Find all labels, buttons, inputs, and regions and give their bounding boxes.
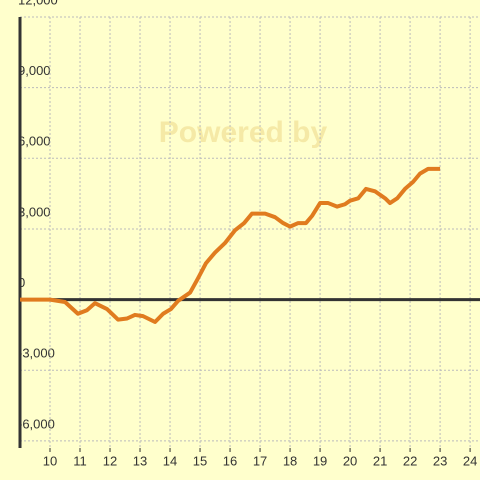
x-tick-label: 16 [223,453,237,468]
x-tick-label: 12 [103,453,117,468]
x-tick-label: 20 [343,453,357,468]
x-tick-label: 18 [283,453,297,468]
x-tick-label: 21 [373,453,387,468]
x-tick-label: 19 [313,453,327,468]
x-tick-label: 24 [463,453,477,468]
y-tick-label: 3,000 [18,204,51,219]
watermark: Powered by [159,116,328,149]
y-tick-label: 6,000 [18,134,51,149]
y-tick-label: 12,000 [18,0,58,7]
y-tick-label: 0 [18,275,25,290]
y-tick-label: -3,000 [18,346,55,361]
data-line [20,166,441,324]
y-tick-label: 9,000 [18,63,51,78]
x-tick-label: 13 [133,453,147,468]
x-tick-label: 11 [73,453,87,468]
x-tick-label: 23 [433,453,447,468]
x-tick-label: 10 [43,453,57,468]
y-tick-label: -6,000 [18,416,55,431]
x-tick-label: 22 [403,453,417,468]
x-tick-label: 14 [163,453,177,468]
x-tick-label: 17 [253,453,267,468]
x-tick-label: 15 [193,453,207,468]
